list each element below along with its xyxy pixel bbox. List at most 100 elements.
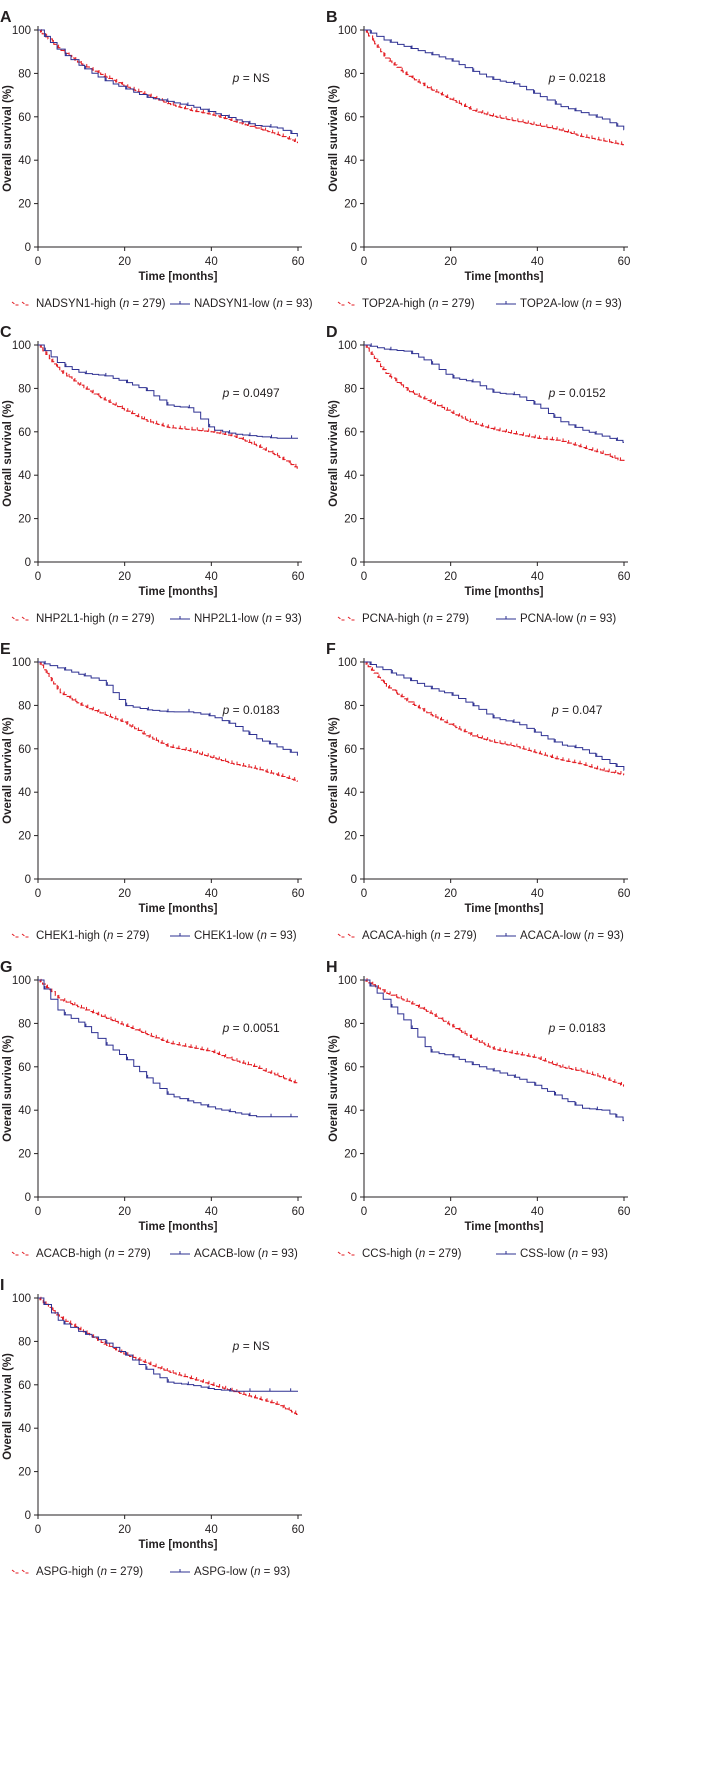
x-axis-title: Time [months]: [138, 1221, 217, 1233]
x-tick-label: 40: [531, 256, 544, 268]
y-tick-label: 80: [18, 68, 31, 80]
y-tick-label: 20: [344, 514, 357, 526]
series-high-curve: [38, 29, 298, 144]
legend-high-symbol: [11, 1569, 30, 1574]
y-tick-label: 60: [18, 1380, 31, 1392]
x-tick-label: 0: [35, 256, 41, 268]
legend-high-label: NADSYN1-high (n = 279): [36, 298, 166, 310]
km-plot: D 0 20 40 60 80 100 0 20 40 60 Time [months] Overall…: [326, 324, 630, 625]
y-axis-title: Overall survival (%): [2, 1353, 14, 1460]
series-low-curve: [364, 344, 624, 443]
series-high-curve: [38, 979, 298, 1085]
panel-letter: G: [0, 959, 12, 976]
legend-low-symbol: [496, 1251, 516, 1255]
p-value-annotation: p = 0.047: [551, 703, 603, 717]
y-tick-label: 40: [344, 787, 357, 799]
y-tick-label: 40: [18, 1105, 31, 1117]
series-high-curve: [38, 661, 298, 782]
y-tick-label: 60: [344, 427, 357, 439]
panel-letter: A: [0, 9, 12, 26]
y-axis-title: Overall survival (%): [2, 717, 14, 824]
legend-low-symbol: [170, 616, 190, 620]
km-plot: H 0 20 40 60 80 100 0 20 40 60 Time [months] Overall…: [326, 959, 631, 1260]
legend-low-label: ACACB-low (n = 93): [194, 1248, 298, 1260]
series-high-curve: [364, 344, 625, 463]
y-axis-title: Overall survival (%): [2, 1035, 14, 1142]
panel-letter: B: [326, 9, 338, 26]
y-tick-label: 60: [344, 1062, 357, 1074]
y-tick-label: 20: [18, 1467, 31, 1479]
panel-letter: C: [0, 324, 12, 341]
x-tick-label: 60: [292, 888, 305, 900]
legend-low-label: NADSYN1-low (n = 93): [194, 298, 313, 310]
y-tick-label: 80: [344, 1018, 357, 1030]
x-tick-label: 40: [205, 256, 218, 268]
x-tick-label: 60: [618, 888, 631, 900]
km-panel-a: A 0 20 40 60 80 100 0 20 40 60 Time [months] Overall…: [0, 9, 356, 342]
y-tick-label: 80: [18, 383, 31, 395]
legend-low-label: TOP2A-low (n = 93): [520, 298, 622, 310]
y-tick-label: 60: [18, 744, 31, 756]
legend-low-symbol: [170, 1569, 190, 1573]
legend-low-label: PCNA-low (n = 93): [520, 613, 616, 625]
p-value-annotation: p = 0.0152: [548, 386, 606, 400]
km-plot: F 0 20 40 60 80 100 0 20 40 60 Time [months] Overall…: [326, 641, 631, 942]
legend-high-symbol: [11, 616, 30, 621]
legend-high-symbol: [337, 616, 356, 621]
x-axis-title: Time [months]: [464, 271, 543, 283]
series-high-curve: [364, 29, 624, 146]
km-panel-g: G 0 20 40 60 80 100 0 20 40 60 Time [months] Overall…: [0, 959, 356, 1292]
y-tick-label: 20: [344, 831, 357, 843]
y-tick-label: 100: [338, 25, 357, 37]
x-tick-label: 0: [35, 1206, 41, 1218]
x-axis-title: Time [months]: [464, 903, 543, 915]
x-tick-label: 0: [361, 571, 367, 583]
y-tick-label: 60: [344, 744, 357, 756]
x-tick-label: 20: [118, 1206, 131, 1218]
x-tick-label: 20: [118, 256, 131, 268]
y-tick-label: 100: [12, 975, 31, 987]
x-axis-title: Time [months]: [138, 903, 217, 915]
x-tick-label: 60: [292, 1524, 305, 1536]
x-tick-label: 60: [618, 1206, 631, 1218]
x-tick-label: 40: [205, 571, 218, 583]
km-panel-b: B 0 20 40 60 80 100 0 20 40 60 Time [months] Overall…: [326, 9, 682, 342]
legend-high-label: CHEK1-high (n = 279): [36, 930, 150, 942]
legend-high-symbol: [11, 933, 30, 938]
y-tick-label: 40: [18, 787, 31, 799]
km-panel-e: E 0 20 40 60 80 100 0 20 40 60 Time [months] Overall…: [0, 641, 356, 974]
y-tick-label: 60: [18, 112, 31, 124]
km-plot: G 0 20 40 60 80 100 0 20 40 60 Time [months] Overall…: [0, 959, 304, 1260]
legend-high-symbol: [337, 933, 356, 938]
y-tick-label: 100: [12, 657, 31, 669]
y-tick-label: 100: [338, 340, 357, 352]
x-tick-label: 0: [35, 1524, 41, 1536]
x-tick-label: 0: [361, 256, 367, 268]
legend-low-symbol: [496, 933, 516, 937]
y-axis-title: Overall survival (%): [328, 400, 340, 507]
y-tick-label: 0: [351, 557, 357, 569]
x-tick-label: 20: [118, 571, 131, 583]
y-tick-label: 80: [344, 68, 357, 80]
y-tick-label: 20: [344, 199, 357, 211]
series-high-curve: [38, 344, 298, 469]
y-tick-label: 100: [12, 25, 31, 37]
legend-high-label: ACACB-high (n = 279): [36, 1248, 151, 1260]
y-tick-label: 80: [18, 1336, 31, 1348]
y-tick-label: 0: [351, 242, 357, 254]
legend-low-symbol: [170, 1251, 190, 1255]
legend-high-label: PCNA-high (n = 279): [362, 613, 469, 625]
legend-low-label: CSS-low (n = 93): [520, 1248, 608, 1260]
y-axis-title: Overall survival (%): [2, 400, 14, 507]
x-tick-label: 40: [531, 571, 544, 583]
km-plot: I 0 20 40 60 80 100 0 20 40 60 Time [months] Overall…: [0, 1277, 305, 1578]
y-tick-label: 40: [18, 470, 31, 482]
legend-high-symbol: [337, 301, 356, 306]
km-panel-i: I 0 20 40 60 80 100 0 20 40 60 Time [months] Overall…: [0, 1277, 356, 1610]
y-tick-label: 20: [18, 199, 31, 211]
x-tick-label: 20: [118, 1524, 131, 1536]
km-plot: C 0 20 40 60 80 100 0 20 40 60 Time [months] Overall…: [0, 324, 305, 625]
x-tick-label: 60: [292, 571, 305, 583]
y-tick-label: 0: [351, 874, 357, 886]
x-tick-label: 20: [444, 1206, 457, 1218]
